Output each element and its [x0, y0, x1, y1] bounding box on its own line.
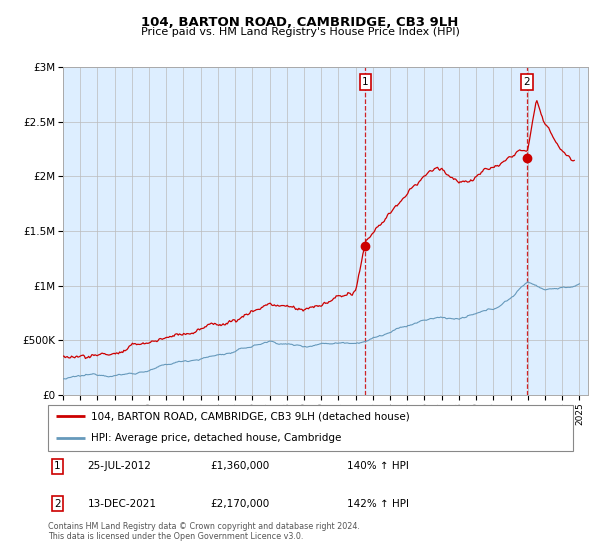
Text: 140% ↑ HPI: 140% ↑ HPI — [347, 461, 409, 472]
FancyBboxPatch shape — [48, 405, 573, 451]
Text: 25-JUL-2012: 25-JUL-2012 — [88, 461, 151, 472]
Text: 1: 1 — [362, 77, 369, 87]
Text: 2: 2 — [524, 77, 530, 87]
Text: £1,360,000: £1,360,000 — [211, 461, 270, 472]
Text: 13-DEC-2021: 13-DEC-2021 — [88, 499, 157, 509]
Text: Price paid vs. HM Land Registry's House Price Index (HPI): Price paid vs. HM Land Registry's House … — [140, 27, 460, 37]
Text: 1: 1 — [54, 461, 61, 472]
Text: 104, BARTON ROAD, CAMBRIDGE, CB3 9LH (detached house): 104, BARTON ROAD, CAMBRIDGE, CB3 9LH (de… — [91, 412, 410, 421]
Text: 142% ↑ HPI: 142% ↑ HPI — [347, 499, 409, 509]
Text: 104, BARTON ROAD, CAMBRIDGE, CB3 9LH: 104, BARTON ROAD, CAMBRIDGE, CB3 9LH — [142, 16, 458, 29]
Text: 2: 2 — [54, 499, 61, 509]
Text: Contains HM Land Registry data © Crown copyright and database right 2024.
This d: Contains HM Land Registry data © Crown c… — [48, 522, 360, 542]
Text: £2,170,000: £2,170,000 — [211, 499, 270, 509]
Text: HPI: Average price, detached house, Cambridge: HPI: Average price, detached house, Camb… — [91, 433, 341, 443]
